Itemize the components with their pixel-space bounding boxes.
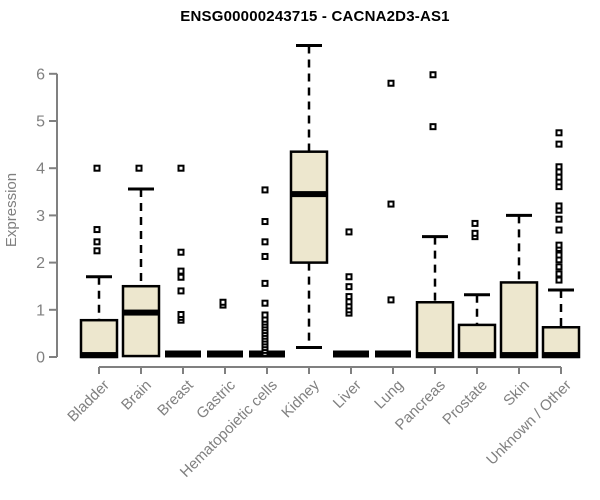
outlier-point (177, 248, 185, 256)
outlier-point (177, 164, 185, 172)
outlier-point (135, 164, 143, 172)
outlier-point (261, 279, 269, 287)
box (499, 281, 539, 359)
chart-title: ENSG00000243715 - CACNA2D3-AS1 (180, 8, 450, 25)
box (457, 323, 497, 359)
outlier-point (219, 298, 227, 306)
median-line (501, 352, 537, 359)
median-line (291, 191, 327, 198)
median-line (543, 352, 579, 359)
x-category-label: Skin (500, 377, 533, 410)
y-tick-label: 5 (36, 114, 45, 131)
outlier-point (555, 140, 563, 148)
y-tick-label: 4 (36, 161, 45, 178)
median-line (123, 309, 159, 316)
median-line (459, 352, 495, 359)
y-tick-label: 0 (36, 350, 45, 367)
outlier-point (387, 200, 395, 208)
outlier-point (471, 229, 479, 237)
outlier-point (261, 311, 269, 319)
box (289, 150, 329, 264)
outlier-point (345, 283, 353, 291)
x-category-label: Breast (154, 376, 197, 419)
y-tick-label: 6 (36, 66, 45, 83)
outlier-point (261, 186, 269, 194)
outlier-point (261, 252, 269, 260)
outlier-point (93, 247, 101, 255)
flat-box (165, 350, 201, 358)
outlier-point (555, 241, 563, 249)
y-tick-label: 3 (36, 208, 45, 225)
outlier-point (387, 296, 395, 304)
outlier-point (177, 267, 185, 275)
outlier-point (555, 226, 563, 234)
x-category-label: Brain (118, 377, 155, 414)
outlier-point (555, 129, 563, 137)
outlier-point (555, 202, 563, 210)
x-category-label: Liver (330, 377, 365, 412)
outlier-point (555, 251, 563, 259)
outlier-point (345, 228, 353, 236)
flat-box (375, 350, 411, 358)
outlier-point (387, 79, 395, 87)
outlier-point (555, 163, 563, 171)
x-category-label: Prostate (439, 377, 491, 429)
x-category-label: Kidney (278, 376, 323, 421)
flat-box (333, 350, 369, 358)
y-axis-title: Expression (3, 173, 20, 247)
outlier-point (261, 299, 269, 307)
outlier-point (177, 311, 185, 319)
outlier-point (345, 293, 353, 301)
outlier-point (429, 123, 437, 131)
outlier-point (93, 238, 101, 246)
outlier-point (555, 215, 563, 223)
outlier-point (471, 219, 479, 227)
outlier-point (93, 226, 101, 234)
outlier-point (261, 218, 269, 226)
outlier-point (261, 238, 269, 246)
outlier-point (555, 270, 563, 278)
outlier-point (345, 273, 353, 281)
outlier-point (177, 273, 185, 281)
outlier-point (93, 164, 101, 172)
box (415, 300, 455, 359)
outlier-point (555, 263, 563, 271)
median-line (81, 352, 117, 359)
x-category-label: Lung (371, 377, 407, 413)
outlier-point (177, 287, 185, 295)
flat-box (207, 350, 243, 358)
outlier-point (555, 276, 563, 284)
box (121, 284, 161, 358)
outlier-point (429, 71, 437, 79)
y-tick-label: 1 (36, 302, 45, 319)
median-line (417, 352, 453, 359)
x-category-label: Bladder (64, 377, 113, 426)
y-tick-label: 2 (36, 255, 45, 272)
box (79, 318, 119, 359)
